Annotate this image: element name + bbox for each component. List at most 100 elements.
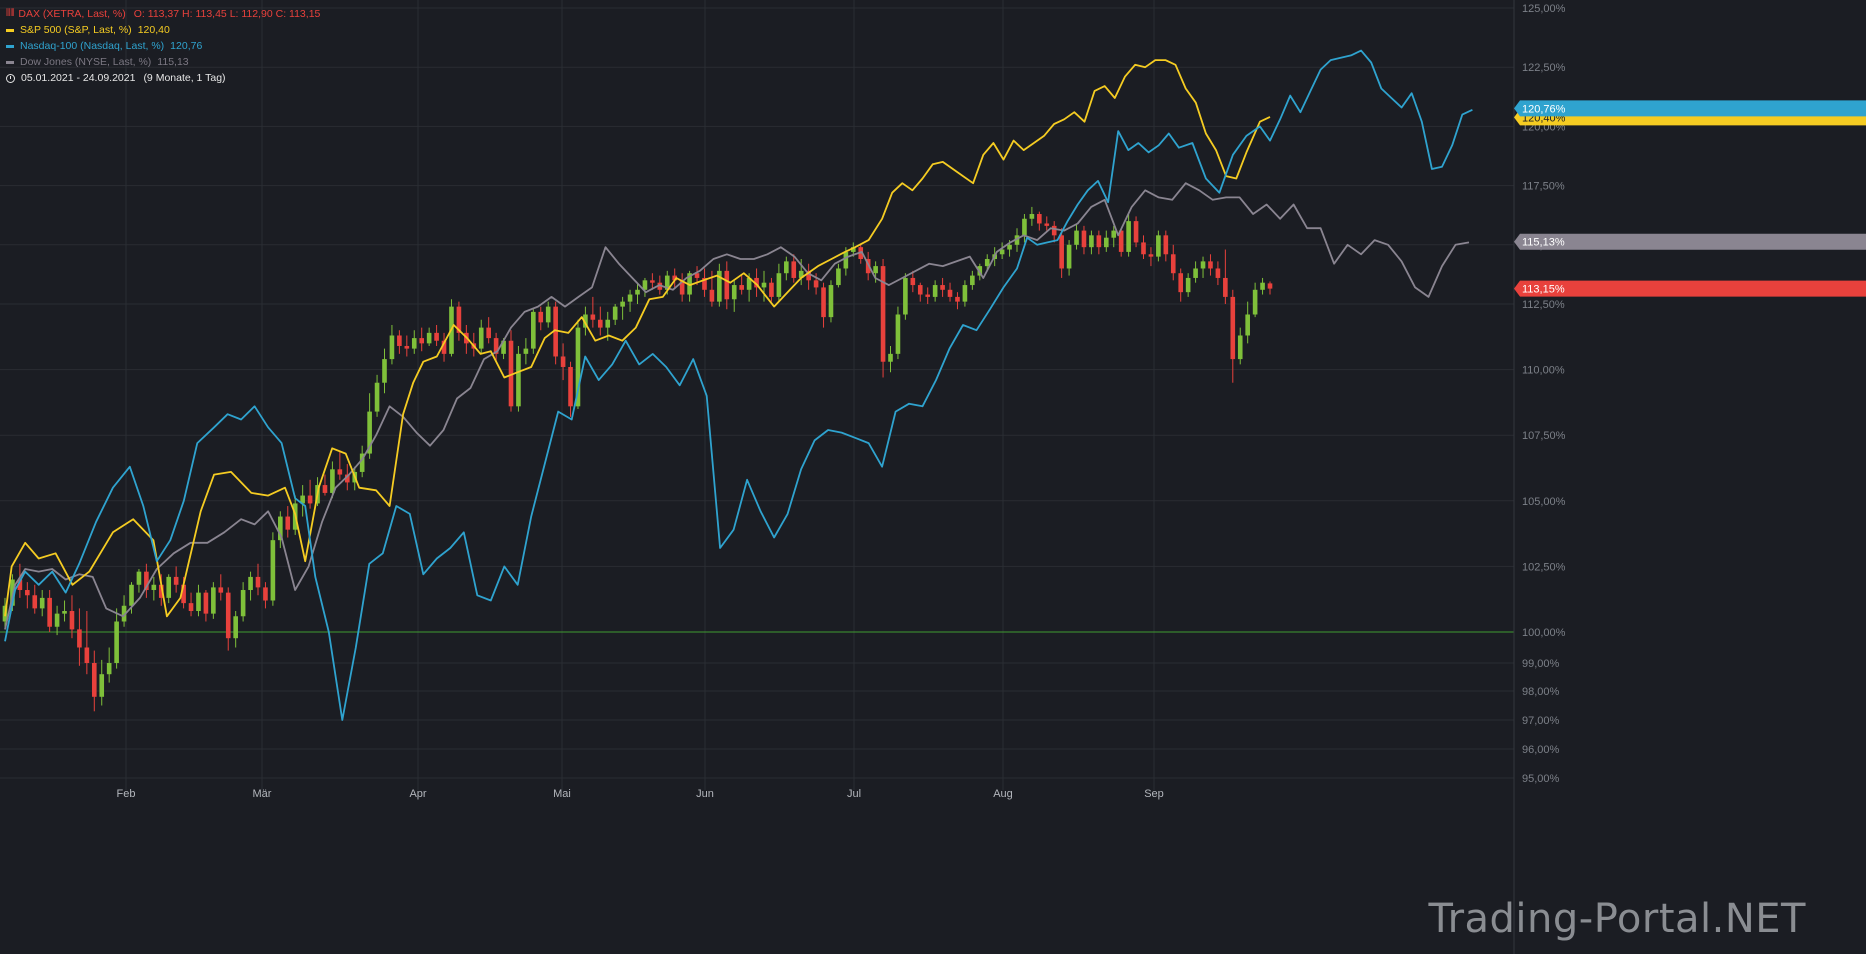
candle — [769, 277, 774, 302]
candle — [1170, 244, 1176, 281]
candle — [1014, 228, 1020, 252]
candle-body — [486, 327, 491, 339]
tag-label: 120,76% — [1522, 103, 1566, 115]
candle-body — [1267, 283, 1273, 289]
tag-shape — [1514, 280, 1866, 297]
candle-body — [1059, 235, 1064, 269]
candle — [828, 280, 834, 323]
candle-body — [508, 340, 514, 407]
candle — [69, 595, 75, 639]
candle — [538, 306, 544, 331]
candle — [330, 461, 335, 499]
candle-body — [597, 319, 603, 328]
candle-body — [501, 340, 506, 354]
watermark: Trading-Portal.NET — [1428, 896, 1806, 942]
candle — [962, 280, 968, 307]
y-tick-label: 112,50% — [1522, 299, 1565, 311]
candle-body — [612, 306, 618, 320]
candle-body — [1193, 268, 1198, 278]
candle-body — [158, 584, 164, 598]
candle — [970, 270, 975, 290]
candle-body — [389, 335, 395, 360]
candle-body — [1074, 230, 1079, 245]
candle — [999, 242, 1005, 260]
candle-body — [798, 270, 804, 278]
legend-sp500[interactable]: S&P 500 (S&P, Last, %) 120,40 — [6, 22, 320, 38]
legend-dax[interactable]: ⫴⫴ DAX (XETRA, Last, %) O: 113,37 H: 113… — [6, 6, 320, 22]
candle — [54, 605, 60, 636]
candle-body — [121, 605, 127, 622]
candle — [1081, 225, 1087, 255]
candle-body — [1044, 223, 1050, 226]
candle-body — [270, 540, 276, 601]
candle-body — [984, 259, 990, 267]
y-tick-label: 105,00% — [1522, 496, 1566, 508]
candle-body — [605, 319, 611, 328]
candle-body — [888, 353, 893, 362]
candle — [1126, 214, 1131, 257]
legend-dow[interactable]: Dow Jones (NYSE, Last, %) 115,13 — [6, 54, 320, 70]
candle — [441, 332, 447, 362]
x-tick-label: Jul — [847, 788, 861, 800]
x-tick-label: Feb — [117, 788, 136, 800]
x-tick-label: Jun — [696, 788, 714, 800]
candle-body — [754, 277, 759, 288]
candle-body — [322, 485, 328, 493]
candle — [39, 590, 45, 617]
candle — [545, 301, 551, 328]
candle-body — [1141, 242, 1146, 255]
candle-body — [1208, 261, 1213, 269]
candle — [761, 270, 767, 302]
candle — [925, 287, 931, 304]
candle — [196, 584, 201, 617]
candle — [553, 301, 558, 365]
candle — [411, 330, 417, 354]
candle — [1148, 247, 1154, 267]
candle-body — [1014, 235, 1020, 245]
y-tick-label: 110,00% — [1522, 365, 1565, 377]
candle-body — [895, 314, 901, 354]
candle — [62, 600, 67, 622]
candle-body — [568, 366, 573, 407]
candle — [739, 275, 744, 295]
candle-body — [672, 275, 678, 281]
candlestick-icon: ⫴⫴ — [6, 8, 15, 19]
candle — [672, 268, 678, 288]
candle-body — [344, 474, 350, 483]
candle — [776, 263, 782, 302]
candle-body — [129, 584, 134, 606]
candle-body — [166, 576, 172, 598]
candle-body — [1081, 230, 1087, 248]
candle — [1059, 228, 1064, 278]
candle — [419, 327, 425, 352]
legend-nasdaq-value: 120,76 — [170, 40, 203, 52]
tag-shape — [1514, 233, 1866, 250]
candle-body — [17, 579, 23, 591]
candle-body — [106, 663, 112, 675]
series-line — [4, 49, 1473, 721]
candle-body — [940, 285, 945, 290]
candle — [1074, 223, 1079, 250]
legend-dax-label: DAX (XETRA, Last, %) — [18, 8, 126, 20]
legend-nasdaq-label: Nasdaq-100 (Nasdaq, Last, %) — [20, 40, 165, 52]
candle-body — [1223, 277, 1228, 297]
tag-shape — [1514, 100, 1866, 117]
candle-body — [1111, 230, 1117, 238]
candle — [1051, 221, 1057, 243]
candle-body — [188, 603, 194, 612]
candle — [404, 335, 410, 357]
candle — [1223, 249, 1228, 304]
candle — [568, 361, 573, 417]
candle — [270, 532, 276, 606]
candle — [932, 280, 938, 302]
candle-body — [880, 266, 886, 362]
candle — [717, 263, 722, 307]
candle — [1245, 301, 1250, 344]
candle-body — [426, 332, 432, 344]
candle — [337, 450, 343, 480]
legend-nasdaq[interactable]: Nasdaq-100 (Nasdaq, Last, %) 120,76 — [6, 38, 320, 54]
candle — [523, 338, 529, 365]
legend-dow-label: Dow Jones (NYSE, Last, %) — [20, 56, 152, 68]
y-tick-label: 125,00% — [1522, 3, 1566, 15]
